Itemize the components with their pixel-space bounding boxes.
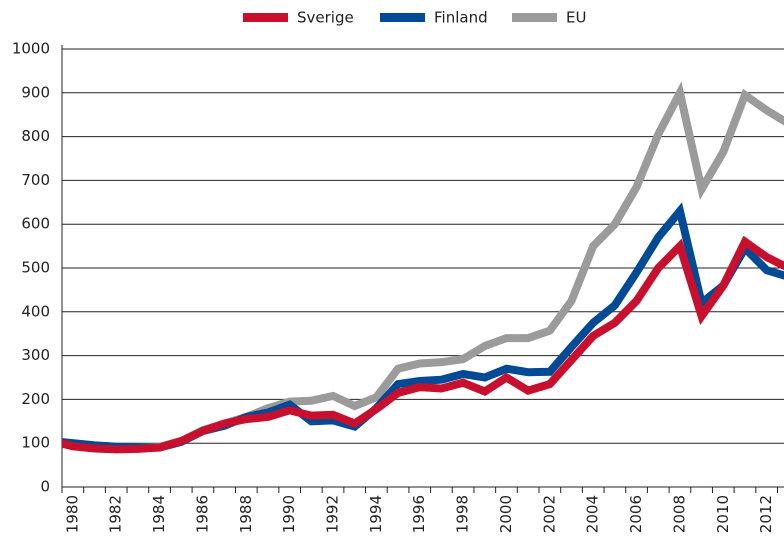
- y-tick-label: 200: [21, 390, 50, 408]
- x-tick-label: 2010: [714, 495, 732, 533]
- lines: [62, 81, 784, 454]
- legend-swatch: [243, 13, 288, 22]
- x-tick-label: 1996: [410, 495, 428, 533]
- x-tick-label: 2004: [584, 495, 602, 533]
- y-tick-label: 100: [21, 434, 50, 452]
- series-line: [62, 235, 784, 454]
- y-tick-label: 800: [21, 127, 50, 145]
- x-tick-label: 1988: [237, 495, 255, 533]
- x-tick-label: 1980: [63, 495, 81, 533]
- y-tick-label: 600: [21, 215, 50, 233]
- x-tick-label: 1994: [367, 495, 385, 533]
- y-tick-label: 700: [21, 171, 50, 189]
- x-tick-label: 2006: [627, 495, 645, 533]
- x-tick-label: 2008: [670, 495, 688, 533]
- legend-swatch: [380, 13, 425, 22]
- y-tick-label: 500: [21, 259, 50, 277]
- x-tick-label: 1982: [107, 495, 125, 533]
- legend-label: Sverige: [297, 9, 354, 27]
- x-tick-label: 1998: [454, 495, 472, 533]
- legend-swatch: [512, 13, 557, 22]
- legend-label: EU: [566, 9, 586, 27]
- x-tick-label: 1984: [150, 495, 168, 533]
- y-tick-label: 900: [21, 83, 50, 101]
- x-tick-label: 1990: [280, 495, 298, 533]
- x-tick-label: 2000: [497, 495, 515, 533]
- x-tick-label: 1986: [193, 495, 211, 533]
- x-tick-label: 2012: [757, 495, 775, 533]
- y-tick-label: 1000: [12, 40, 50, 58]
- series-line: [62, 81, 784, 452]
- y-tick-label: 0: [40, 478, 50, 496]
- y-tick-label: 300: [21, 346, 50, 364]
- grid: [61, 45, 784, 493]
- labels: 0 100 200 300 400 500 600 700 800 900 1000 1980 1982…: [12, 9, 775, 534]
- x-tick-label: 1992: [324, 495, 342, 533]
- legend-label: Finland: [434, 9, 488, 27]
- x-tick-label: 2002: [540, 495, 558, 533]
- y-tick-label: 400: [21, 302, 50, 320]
